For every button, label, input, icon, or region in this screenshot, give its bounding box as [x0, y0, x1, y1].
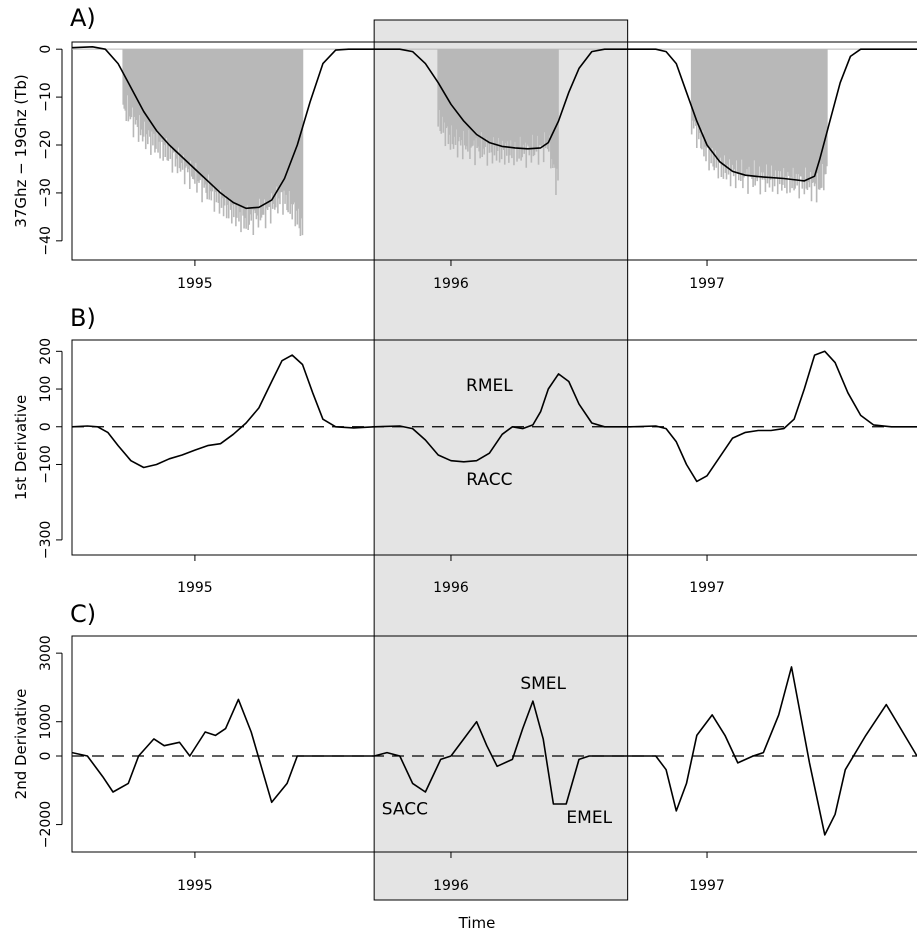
y-axis-title: 2nd Derivative [12, 689, 30, 800]
y-tick-label: −30 [38, 178, 54, 208]
y-tick-label: 0 [38, 45, 54, 54]
y-tick-label: −20 [38, 130, 54, 160]
annotation-rmel: RMEL [466, 376, 513, 396]
y-tick-label: 1000 [38, 704, 54, 740]
annotation-sacc: SACC [382, 799, 428, 819]
plot-area [72, 46, 917, 236]
plot-frame [71, 635, 917, 853]
x-tick-label: 1997 [689, 878, 725, 894]
annotation-emel: EMEL [566, 808, 612, 828]
y-axis-title: 37Ghz − 19Ghz (Tb) [12, 74, 30, 227]
x-tick-label: 1995 [177, 878, 213, 894]
y-tick-label: −2000 [38, 801, 54, 848]
y-tick-label: 100 [38, 376, 54, 403]
x-tick-label: 1995 [177, 276, 213, 292]
panel-a: A) 0 −10 −20 −30 −40 37Ghz − 19Ghz (Tb) 1995 199… [12, 4, 917, 292]
x-tick-label: 1997 [689, 580, 725, 596]
panel-b: B) 200 100 0 −100 −300 1st Derivative 1995 1996 1… [12, 304, 917, 596]
annotation-smel: SMEL [520, 674, 566, 694]
y-tick-label: 0 [38, 752, 54, 761]
y-tick-label: −100 [38, 445, 54, 483]
series-line [72, 350, 917, 483]
y-tick-label: −300 [38, 521, 54, 559]
plot-frame [71, 339, 917, 556]
y-tick-label: 0 [38, 422, 54, 431]
panel-label: B) [70, 304, 96, 332]
x-tick-label: 1995 [177, 580, 213, 596]
x-axis-title: Time [458, 914, 496, 932]
y-axis-title: 1st Derivative [12, 395, 30, 500]
x-tick-label: 1996 [433, 580, 469, 596]
x-tick-label: 1997 [689, 276, 725, 292]
plot-area [72, 350, 917, 483]
panel-label: A) [70, 4, 96, 32]
y-tick-label: −40 [38, 226, 54, 256]
series-line [72, 666, 917, 836]
plot-frame [71, 41, 917, 261]
annotation-racc: RACC [466, 470, 512, 490]
y-tick-label: −10 [38, 82, 54, 112]
y-tick-label: 200 [38, 338, 54, 365]
y-tick-label: 3000 [38, 635, 54, 671]
series-line [72, 46, 917, 210]
plot-area [72, 666, 917, 836]
highlight-band [373, 19, 629, 901]
x-tick-label: 1996 [433, 276, 469, 292]
panel-c: C) 3000 1000 0 −2000 2nd Derivative 1995 1996 19… [12, 600, 917, 894]
x-tick-label: 1996 [433, 878, 469, 894]
panel-label: C) [70, 600, 96, 628]
